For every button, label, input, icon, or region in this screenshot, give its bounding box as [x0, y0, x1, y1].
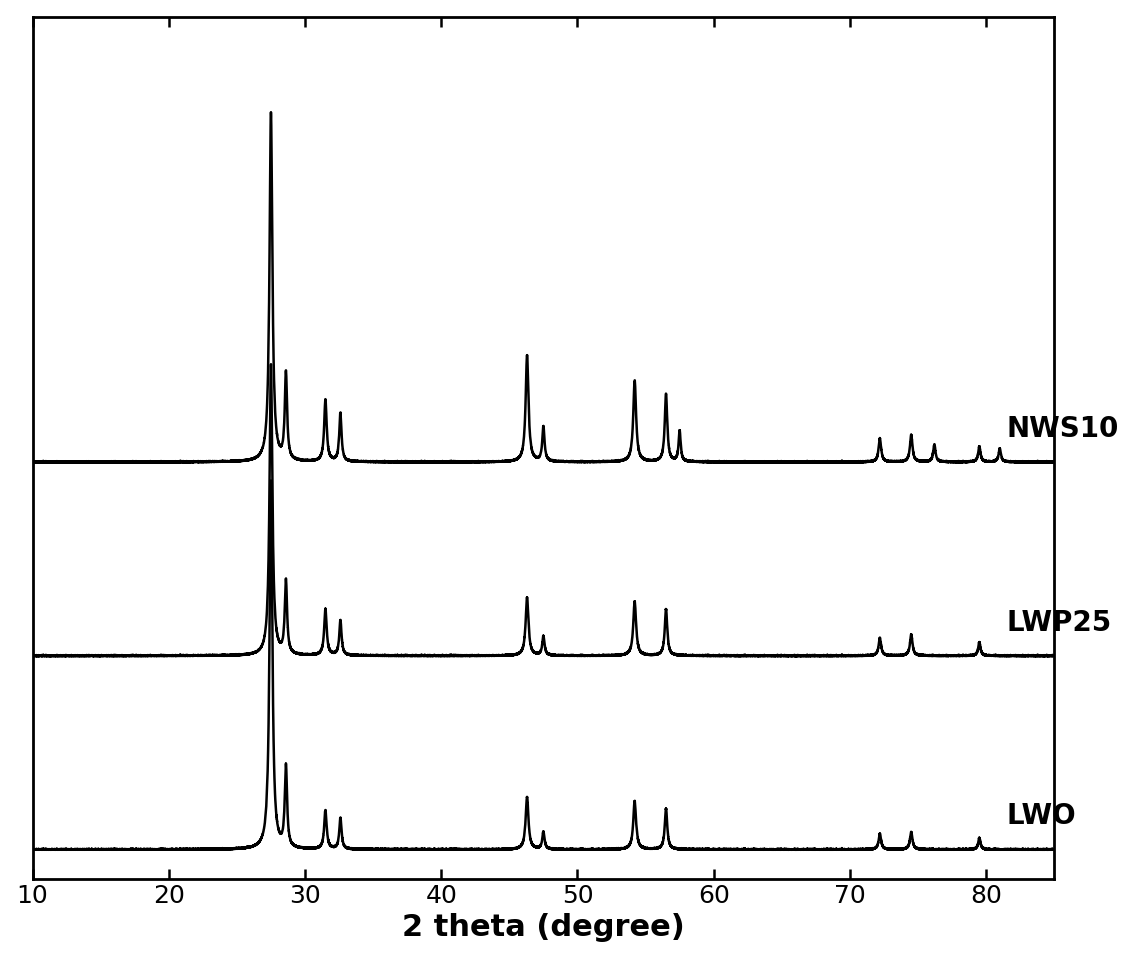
X-axis label: 2 theta (degree): 2 theta (degree) [402, 913, 685, 943]
Text: LWP25: LWP25 [1006, 609, 1112, 637]
Text: NWS10: NWS10 [1006, 415, 1119, 443]
Text: LWO: LWO [1006, 803, 1076, 830]
